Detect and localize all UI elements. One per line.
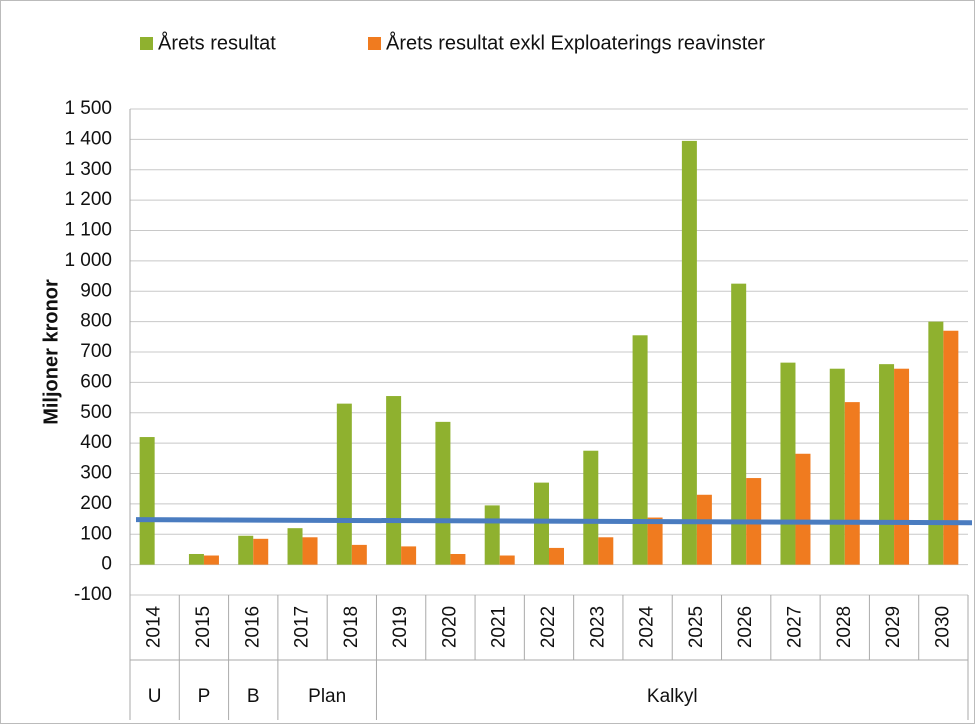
- y-tick-label: 700: [80, 341, 112, 362]
- y-tick-label: 500: [80, 402, 112, 423]
- y-tick-label: 1 000: [64, 250, 112, 271]
- x-tick-label: 2030: [932, 606, 953, 648]
- y-tick-label: 400: [80, 432, 112, 453]
- bar: [598, 537, 614, 565]
- group-label: P: [198, 686, 211, 707]
- bar: [829, 368, 845, 565]
- group-label: Plan: [308, 686, 346, 707]
- group-label: U: [148, 686, 162, 707]
- x-tick-label: 2016: [242, 606, 263, 648]
- legend-swatch: [368, 37, 381, 50]
- y-tick-label: 200: [80, 493, 112, 514]
- bar: [351, 544, 367, 565]
- bar: [681, 140, 697, 565]
- x-tick-label: 2019: [390, 606, 411, 648]
- bar: [435, 421, 451, 565]
- group-label: B: [247, 686, 260, 707]
- bar: [583, 450, 599, 565]
- bar: [386, 396, 402, 565]
- y-tick-label: 100: [80, 523, 112, 544]
- x-tick-label: 2021: [489, 606, 510, 648]
- bar: [696, 494, 712, 565]
- bar: [879, 364, 895, 565]
- x-tick-label: 2020: [439, 606, 460, 648]
- y-tick-label: 1 300: [64, 159, 112, 180]
- x-tick-label: 2025: [686, 606, 707, 648]
- x-tick-label: 2028: [834, 606, 855, 648]
- bar: [401, 546, 417, 565]
- y-tick-label: 1 400: [64, 128, 112, 149]
- y-tick-label: -100: [74, 584, 112, 605]
- reference-line: [135, 517, 973, 526]
- bar: [139, 437, 155, 565]
- group-label: Kalkyl: [647, 686, 698, 707]
- bar: [484, 505, 500, 565]
- y-tick-label: 1 100: [64, 220, 112, 241]
- bar: [928, 321, 944, 565]
- legend-label: Årets resultat: [158, 31, 276, 54]
- x-tick-label: 2023: [587, 606, 608, 648]
- x-tick-label: 2017: [292, 606, 313, 648]
- y-tick-label: 600: [80, 371, 112, 392]
- y-tick-label: 1 500: [64, 98, 112, 119]
- y-tick-label: 1 200: [64, 189, 112, 210]
- x-tick-label: 2026: [735, 606, 756, 648]
- x-tick-label: 2027: [784, 606, 805, 648]
- x-tick-label: 2018: [341, 606, 362, 648]
- x-tick-label: 2029: [883, 606, 904, 648]
- x-tick-label: 2015: [193, 606, 214, 648]
- bar: [253, 538, 269, 565]
- y-tick-label: 800: [80, 311, 112, 332]
- y-tick-label: 0: [101, 554, 112, 575]
- bar: [844, 402, 860, 565]
- bar: [943, 330, 959, 565]
- bar: [203, 555, 219, 565]
- legend-swatch: [140, 37, 153, 50]
- x-tick-label: 2022: [538, 606, 559, 648]
- bar: [632, 335, 648, 565]
- bar: [336, 403, 352, 565]
- bar: [731, 283, 747, 565]
- bar: [647, 517, 663, 565]
- bar: [450, 553, 466, 565]
- y-tick-label: 900: [80, 280, 112, 301]
- bar: [894, 368, 910, 565]
- bar: [780, 362, 796, 565]
- bar: [238, 535, 254, 565]
- bar: [499, 555, 515, 565]
- bar: [549, 547, 564, 565]
- x-tick-label: 2024: [637, 605, 658, 648]
- y-axis-label: Miljoner kronor: [40, 279, 62, 425]
- bar: [302, 537, 318, 565]
- y-tick-label: 300: [80, 463, 112, 484]
- bar: [795, 453, 811, 565]
- legend-label: Årets resultat exkl Exploaterings reavin…: [386, 31, 765, 54]
- bar: [188, 553, 204, 565]
- x-tick-label: 2014: [144, 605, 165, 648]
- bar: [287, 528, 303, 565]
